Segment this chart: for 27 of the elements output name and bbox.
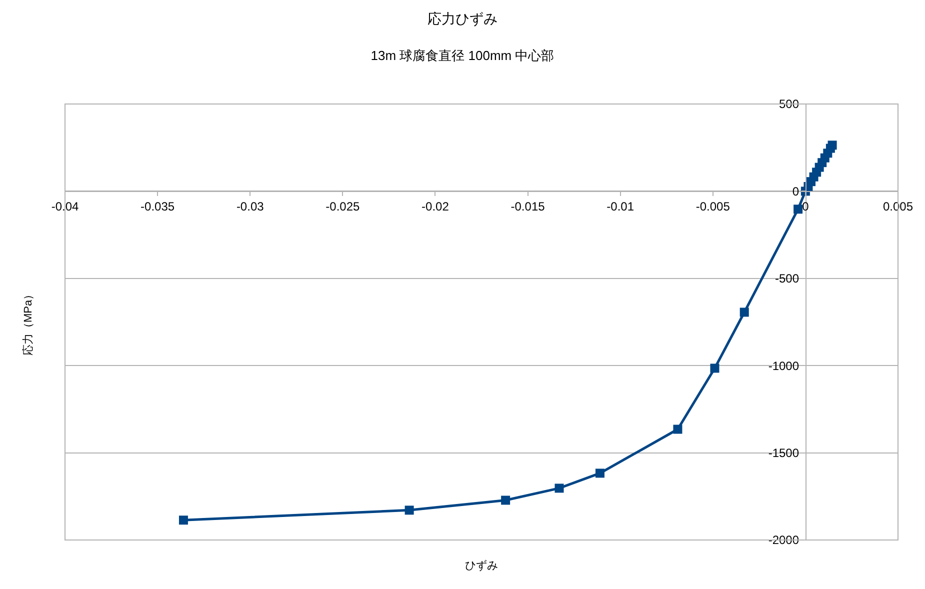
y-tick-label: -1000 (768, 358, 800, 373)
point (501, 496, 510, 505)
x-tick-label: -0.04 (51, 200, 79, 214)
y-tick-label: 0 (792, 184, 800, 198)
y-tick-label: -500 (775, 272, 800, 286)
point (673, 424, 682, 434)
x-tick-label: -0.03 (236, 200, 264, 214)
x-tick-label: -0.01 (606, 200, 634, 214)
x-axis-title: ひずみ (465, 559, 498, 572)
x-tick-label: -0.005 (696, 200, 730, 214)
x-tick-label: 0 (802, 200, 810, 214)
y-axis-title: 応力（MPa） (22, 288, 35, 356)
point (554, 484, 564, 493)
y-tick-label: -1500 (768, 446, 800, 460)
chart-title: 応力ひずみ (428, 10, 498, 27)
point (828, 140, 837, 150)
point (794, 204, 803, 214)
x-tick-label: -0.02 (422, 200, 450, 214)
point (595, 468, 604, 478)
chart-subtitle: 13m 球腐食直径 100mm 中心部 (370, 48, 554, 63)
x-tick-label: -0.035 (140, 200, 175, 214)
point (710, 364, 720, 373)
x-tick-label: -0.025 (326, 200, 360, 214)
point (404, 506, 414, 515)
x-tick-label: -0.015 (510, 200, 546, 214)
point (740, 308, 749, 317)
point (178, 516, 188, 525)
